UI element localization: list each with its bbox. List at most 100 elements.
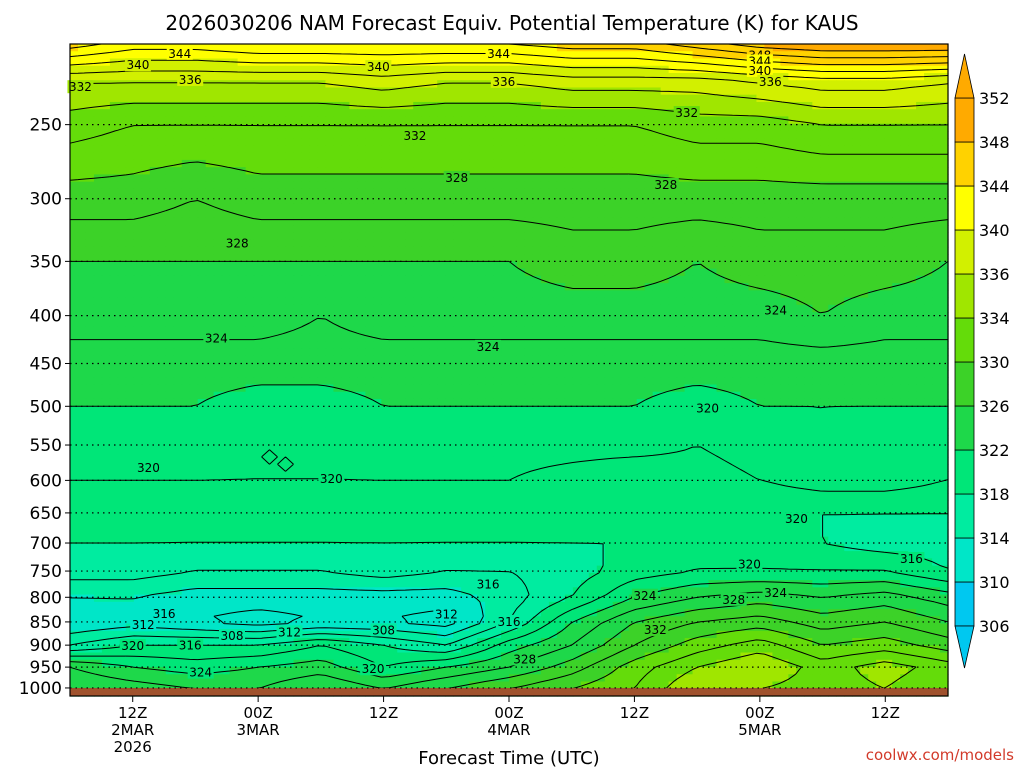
contour-cell	[229, 355, 239, 364]
contour-cell	[197, 116, 207, 125]
contour-cell	[708, 319, 718, 328]
contour-cell	[213, 254, 223, 262]
contour-cell	[540, 210, 550, 219]
contour-cell	[844, 261, 853, 270]
contour-cell	[501, 94, 510, 103]
contour-cell	[900, 254, 909, 262]
contour-cell	[724, 152, 734, 161]
contour-cell	[445, 275, 454, 284]
contour-cell	[708, 159, 718, 168]
contour-cell	[93, 87, 103, 96]
contour-cell	[389, 319, 398, 328]
contour-cell	[181, 65, 191, 74]
contour-cell	[884, 72, 893, 81]
contour-cell	[125, 181, 135, 190]
contour-cell	[77, 297, 87, 306]
contour-cell	[636, 362, 646, 371]
contour-cell	[165, 319, 175, 328]
contour-cell	[493, 290, 502, 299]
contour-cell	[70, 326, 79, 335]
contour-cell	[932, 152, 941, 161]
contour-cell	[85, 109, 95, 118]
contour-cell	[860, 51, 869, 60]
contour-cell	[860, 348, 869, 357]
contour-cell	[836, 65, 845, 74]
contour-cell	[70, 370, 79, 378]
contour-cell	[564, 51, 574, 60]
contour-cell	[740, 333, 750, 342]
contour-cell	[85, 196, 95, 204]
contour-cell	[437, 167, 446, 175]
contour-cell	[628, 188, 638, 197]
contour-cell	[133, 188, 143, 197]
contour-cell	[341, 355, 350, 364]
contour-cell	[501, 326, 510, 335]
contour-cell	[804, 72, 813, 81]
contour-cell	[381, 116, 390, 125]
contour-cell	[437, 254, 446, 262]
contour-cell	[924, 203, 933, 212]
contour-cell	[860, 261, 869, 270]
contour-cell	[413, 188, 422, 197]
contour-cell	[181, 145, 191, 154]
contour-cell	[309, 174, 319, 183]
contour-cell	[341, 341, 350, 349]
contour-cell	[668, 261, 678, 270]
contour-cell	[197, 275, 207, 284]
contour-cell	[796, 130, 805, 139]
contour-cell	[700, 210, 710, 219]
contour-cell	[197, 362, 207, 371]
contour-cell	[548, 138, 558, 147]
contour-cell	[213, 116, 223, 125]
contour-cell	[429, 116, 438, 125]
contour-cell	[277, 290, 287, 299]
contour-cell	[70, 290, 79, 299]
contour-cell	[900, 333, 909, 342]
contour-cell	[524, 210, 534, 219]
contour-cell	[780, 341, 789, 349]
contour-cell	[173, 58, 183, 67]
contour-cell	[876, 290, 885, 299]
contour-cell	[636, 159, 646, 168]
contour-cell	[540, 326, 550, 335]
contour-cell	[812, 94, 821, 103]
contour-cell	[149, 297, 159, 306]
contour-cell	[820, 341, 829, 349]
contour-cell	[932, 109, 941, 118]
contour-cell	[205, 348, 215, 357]
contour-cell	[604, 326, 614, 335]
contour-cell	[141, 290, 151, 299]
contour-cell	[133, 333, 143, 342]
contour-cell	[469, 362, 478, 371]
contour-cell	[852, 362, 861, 371]
contour-cell	[365, 254, 374, 262]
contour-cell	[820, 326, 829, 335]
contour-cell	[852, 58, 861, 67]
contour-cell	[804, 210, 813, 219]
contour-cell	[844, 159, 853, 168]
contour-cell	[716, 341, 726, 349]
contour-cell	[860, 181, 869, 190]
contour-cell	[620, 341, 630, 349]
contour-cell	[173, 217, 183, 226]
contour-cell	[221, 87, 231, 96]
contour-cell	[924, 109, 933, 118]
contour-cell	[157, 109, 167, 118]
contour-cell	[245, 246, 255, 255]
contour-cell	[173, 261, 183, 270]
contour-cell	[716, 239, 726, 248]
contour-cell	[309, 333, 319, 342]
contour-cell	[556, 239, 566, 248]
contour-cell	[117, 268, 127, 277]
contour-cell	[341, 51, 350, 60]
contour-cell	[788, 333, 797, 342]
contour-cell	[756, 254, 766, 262]
contour-cell	[197, 58, 207, 67]
contour-cell	[333, 181, 342, 190]
contour-cell	[349, 138, 358, 147]
contour-cell	[836, 58, 845, 67]
contour-cell	[572, 355, 582, 364]
contour-cell	[676, 326, 686, 335]
contour-cell	[181, 304, 191, 313]
contour-cell	[572, 362, 582, 371]
